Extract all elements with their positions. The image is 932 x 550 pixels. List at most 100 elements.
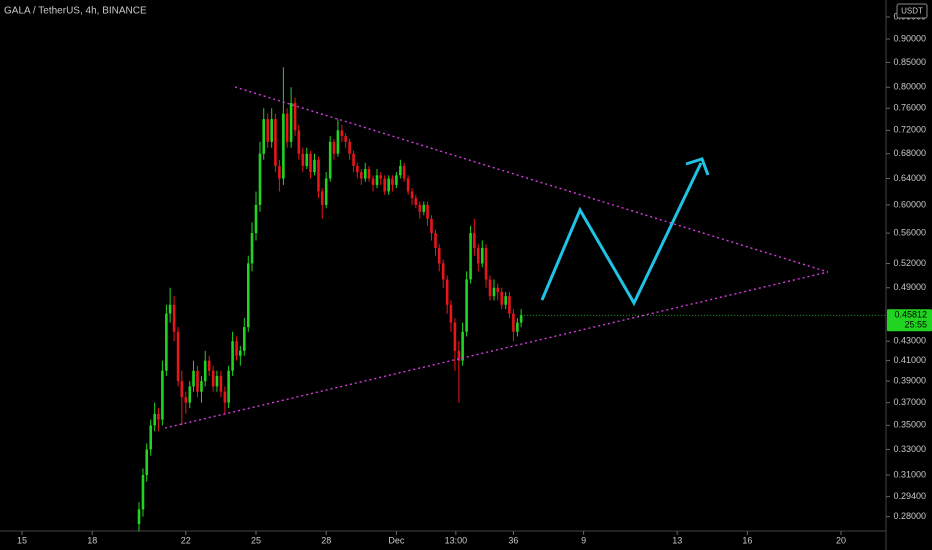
candle-body	[414, 198, 418, 205]
candle-body	[172, 304, 176, 332]
candle-body	[157, 413, 160, 420]
candle-body	[336, 130, 340, 154]
candle-body	[457, 350, 461, 361]
y-tick-label: 0.60000	[893, 199, 926, 209]
y-tick-label: 0.90000	[893, 33, 926, 43]
y-tick-label: 0.41000	[893, 355, 926, 365]
candle-body	[278, 165, 281, 179]
candle-body	[211, 370, 215, 387]
candle-body	[293, 102, 297, 131]
x-tick-label: 20	[836, 535, 846, 545]
candle-body	[504, 296, 507, 305]
candle-body	[383, 178, 386, 192]
candle-body	[344, 136, 347, 142]
y-tick-label: 0.37000	[893, 397, 926, 407]
candle-body	[324, 178, 328, 205]
y-tick-label: 0.49000	[893, 282, 926, 292]
plot-area	[137, 67, 523, 532]
candle-body	[426, 204, 429, 219]
candle-body	[149, 425, 152, 450]
candle-body	[484, 248, 488, 280]
projection-path	[540, 162, 703, 307]
candle-body	[399, 165, 402, 176]
candle-body	[395, 175, 398, 185]
candle-body	[418, 204, 422, 212]
candle-body	[153, 413, 156, 426]
candle-body	[192, 370, 195, 387]
candle-body	[317, 159, 320, 192]
candle-body	[410, 191, 414, 199]
candle-body	[402, 165, 406, 179]
candle-body	[492, 287, 496, 297]
y-tick-label: 0.85000	[893, 57, 926, 67]
x-tick-label: 15	[17, 535, 27, 545]
candle-body	[328, 141, 332, 179]
candle-body	[313, 159, 316, 173]
candle-body	[289, 102, 293, 142]
candle-body	[512, 313, 515, 332]
candle-body	[184, 397, 188, 403]
x-tick-label: 18	[87, 535, 97, 545]
candle-body	[379, 175, 383, 179]
candle-body	[203, 360, 207, 382]
x-tick-label: Dec	[388, 535, 405, 545]
chart-title: GALA / TetherUS, 4h, BINANCE	[4, 6, 147, 17]
candle-body	[356, 165, 359, 173]
y-tick-label: 0.29400	[893, 491, 926, 501]
candle-body	[375, 175, 379, 185]
candle-body	[360, 172, 363, 179]
candle-body	[340, 130, 344, 137]
candle-body	[500, 291, 503, 305]
candle-body	[165, 313, 168, 371]
candle-body	[282, 113, 285, 179]
candle-body	[422, 204, 426, 212]
candle-body	[270, 119, 273, 142]
candle-body	[391, 178, 394, 185]
candle-body	[516, 322, 519, 332]
candle-body	[227, 370, 230, 403]
candle-body	[274, 119, 277, 166]
x-tick-label: 13	[672, 535, 682, 545]
candle-body	[469, 233, 472, 280]
last-price-tag	[887, 309, 932, 332]
candle-body	[285, 113, 289, 142]
candle-body	[363, 169, 367, 179]
candle-body	[250, 233, 254, 264]
candle-body	[239, 350, 242, 356]
candle-body	[266, 119, 269, 142]
candle-body	[461, 331, 464, 361]
currency-label: USDT	[901, 7, 923, 16]
x-tick-label: 9	[581, 535, 586, 545]
last-price-label: 0.45812	[894, 310, 927, 320]
candle-body	[496, 287, 500, 292]
x-tick-label: 25	[251, 535, 261, 545]
candle-body	[207, 360, 211, 371]
countdown-label: 25:55	[904, 320, 927, 330]
candle-body	[477, 248, 480, 264]
candle-body	[231, 341, 234, 371]
lower-trendline	[164, 271, 829, 429]
candle-body	[348, 141, 351, 154]
candle-body	[301, 153, 305, 166]
x-tick-label: 16	[742, 535, 752, 545]
y-tick-label: 0.35000	[893, 420, 926, 430]
y-tick-label: 0.39000	[893, 375, 926, 385]
candle-body	[309, 153, 312, 173]
candle-body	[371, 178, 375, 185]
candle-body	[480, 248, 484, 264]
candle-body	[437, 248, 441, 264]
candle-body	[262, 119, 266, 154]
candle-body	[215, 375, 219, 387]
candle-body	[254, 204, 258, 234]
candle-body	[465, 279, 468, 332]
candle-body	[352, 153, 355, 166]
candle-body	[434, 233, 437, 249]
candle-body	[445, 279, 449, 305]
upper-trendline	[234, 86, 829, 273]
y-tick-label: 0.28000	[893, 511, 926, 521]
y-tick-label: 0.31000	[893, 469, 926, 479]
currency-badge	[896, 3, 928, 19]
y-tick-label: 0.52000	[893, 258, 926, 268]
